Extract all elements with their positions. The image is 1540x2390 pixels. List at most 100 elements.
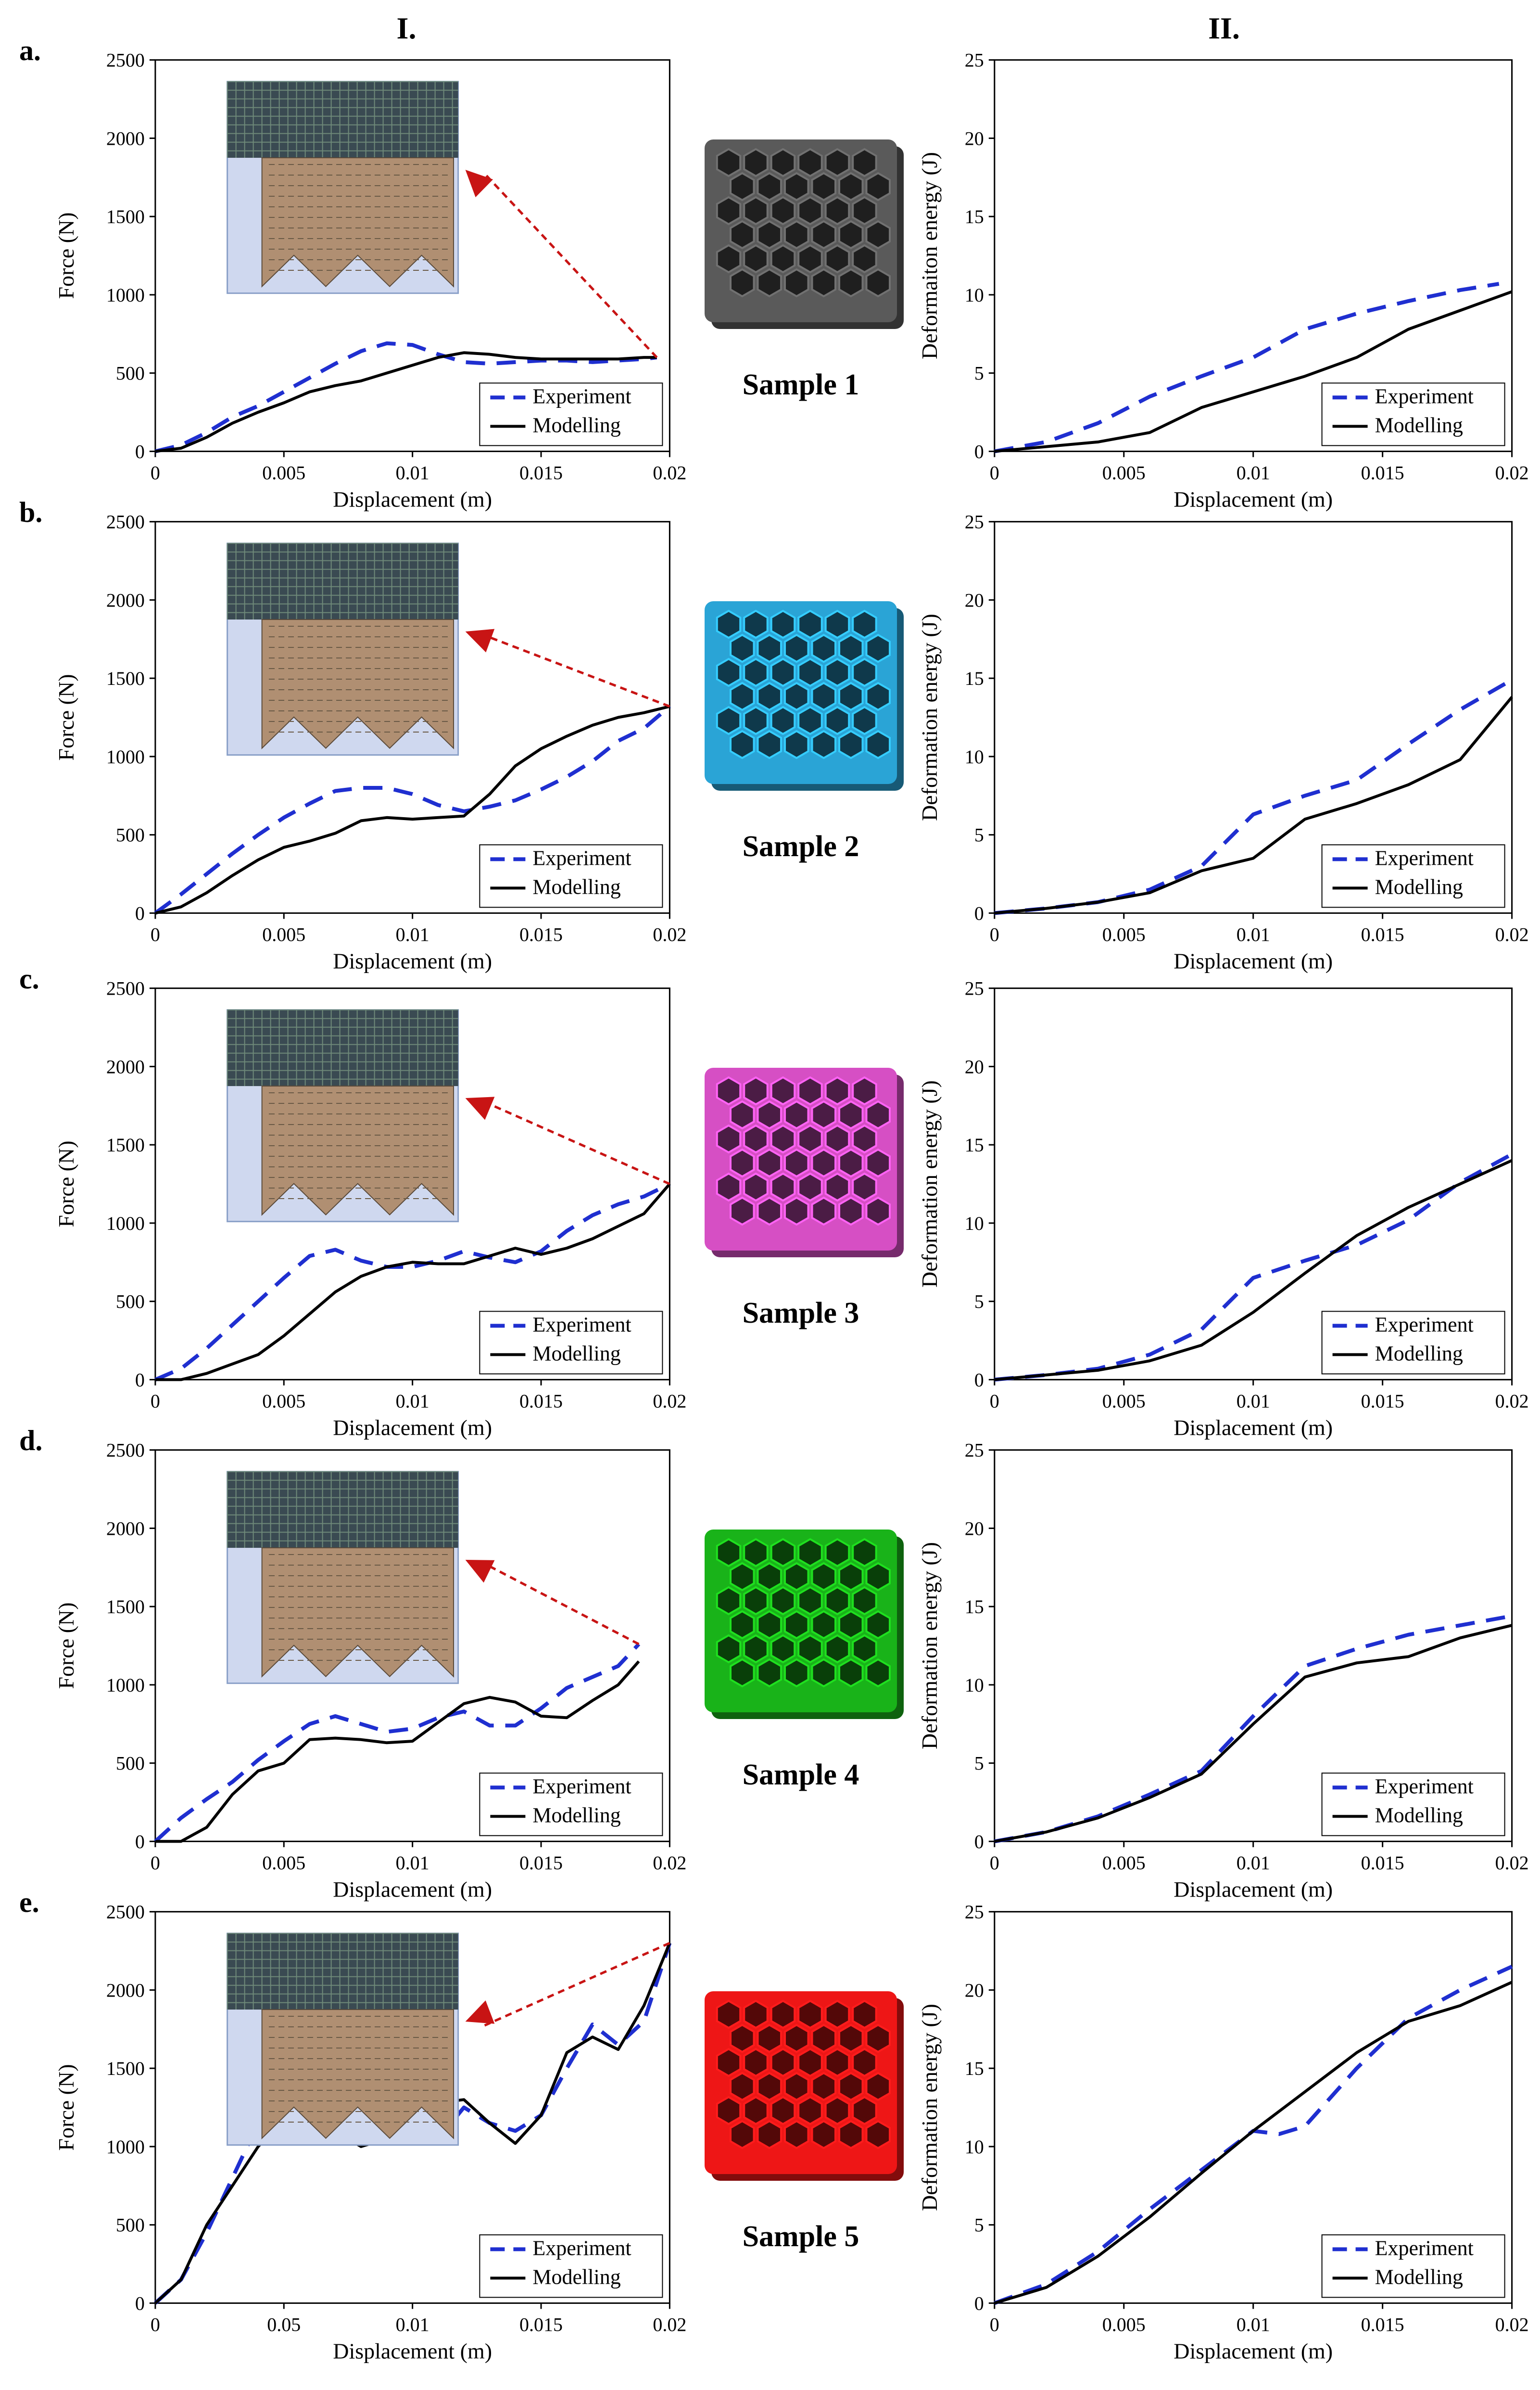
row-b-label: b. [19, 496, 42, 528]
row-b-mesh-crushed-cells [261, 619, 454, 749]
row-e-force-chart-xtick-label: 0.02 [653, 2314, 686, 2335]
row-d-energy-chart-xtick-label: 0.005 [1102, 1852, 1146, 1873]
row-d-energy-chart-xtick-label: 0.015 [1361, 1852, 1404, 1873]
row-a-energy-chart-ytick-label: 10 [965, 284, 984, 306]
row-d-energy-chart-ytick-label: 5 [974, 1753, 984, 1774]
row-a-force-chart-legend-label: Modelling [532, 413, 620, 437]
row-b-energy-chart-legend-label: Modelling [1375, 875, 1463, 898]
row-d-force-chart-legend-box [479, 1772, 663, 1836]
row-d-arrow-line [484, 1562, 640, 1645]
row-e-energy-chart-plot-frame [994, 1911, 1513, 2304]
row-b-force-chart-series-experiment [154, 705, 671, 915]
row-c-energy-chart-ytick-label: 15 [965, 1134, 984, 1156]
row-a-force-chart-ylabel: Force (N) [54, 212, 78, 299]
row-b-force-chart-ytick-label: 2000 [106, 589, 145, 611]
row-e-energy-chart-legend-label: Experiment [1375, 2236, 1474, 2260]
row-b-force-chart-xtick-label: 0 [151, 923, 160, 945]
row-a-sample-cells [716, 148, 891, 298]
row-d-energy-chart-xtick-label: 0 [990, 1852, 999, 1873]
row-a-energy-chart-ylabel: Deformaiton energy (J) [917, 152, 942, 359]
row-d-energy-chart-ytick-label: 0 [974, 1831, 984, 1852]
row-d-force-chart-ytick-label: 1500 [106, 1596, 145, 1618]
row-b-energy-chart-ytick-label: 0 [974, 902, 984, 924]
row-e-energy-chart-ylabel: Deformation energy (J) [917, 2004, 942, 2211]
row-b-force-chart-series-modelling [155, 705, 670, 915]
row-a-force-chart-xtick-label: 0 [151, 462, 160, 483]
row-e-force-chart-xtick-label: 0.05 [267, 2314, 301, 2335]
row-a-energy-chart-series-modelling [994, 290, 1513, 453]
row-e-force-chart-legend-label: Modelling [532, 2265, 620, 2289]
row-e-mesh-plate [227, 1933, 458, 2010]
row-a-mesh-plate [227, 81, 458, 158]
row-d-force-chart-xtick-label: 0.005 [262, 1852, 305, 1873]
row-e-energy-chart-ytick-label: 20 [965, 1979, 984, 2001]
row-b-energy-chart-ytick-label: 20 [965, 589, 984, 611]
row-e-energy-chart-ytick-label: 25 [965, 1901, 984, 1923]
row-a-force-chart-xtick-label: 0.015 [519, 462, 563, 483]
row-c-mesh-grid [227, 1009, 458, 1087]
row-e-energy-chart-legend-label: Modelling [1375, 2265, 1463, 2289]
row-b-force-chart-ytick-label: 2500 [106, 511, 145, 533]
row-d-force-chart-ytick-label: 500 [116, 1753, 145, 1774]
row-c-force-chart-legend-label: Modelling [532, 1341, 620, 1365]
row-a-force-chart-xlabel: Displacement (m) [333, 487, 492, 511]
row-b-energy-chart-series-experiment [994, 678, 1513, 915]
row-d-force-chart-legend-label: Modelling [532, 1803, 620, 1827]
row-c-force-chart-xtick-label: 0.005 [262, 1390, 305, 1412]
row-a-energy-chart-xtick-label: 0.005 [1102, 462, 1146, 483]
row-a-force-chart-xtick-label: 0.02 [653, 462, 686, 483]
row-d-sample-cells [716, 1538, 891, 1688]
row-d-force-chart-xtick-label: 0.01 [396, 1852, 429, 1873]
row-a-energy-chart-xtick-label: 0 [990, 462, 999, 483]
row-b-force-chart-ytick-label: 500 [116, 824, 145, 846]
row-d-force-chart-ytick-label: 2500 [106, 1440, 145, 1461]
row-c-force-chart-ytick-label: 2000 [106, 1056, 145, 1077]
row-b-energy-chart-legend-label: Experiment [1375, 846, 1474, 870]
row-b-energy-chart-ytick-label: 15 [965, 668, 984, 689]
row-a-force-chart-ytick-label: 500 [116, 363, 145, 384]
row-b: b.0 0.005 0.01 0.015 0.020500100015002000250… [19, 496, 1529, 973]
row-e-arrow-head [465, 2000, 495, 2024]
row-a-energy-chart-legend-box [1321, 382, 1505, 446]
row-c-force-chart-ytick-label: 0 [135, 1369, 145, 1391]
row-e-force-chart-xtick-label: 0 [151, 2314, 160, 2335]
row-e-energy-chart-ytick-label: 10 [965, 2136, 984, 2158]
row-a-energy-chart-ytick-label: 15 [965, 206, 984, 228]
row-c-sample-label: Sample 3 [743, 1297, 859, 1329]
row-e-energy-chart-ytick-label: 5 [974, 2214, 984, 2236]
row-e-force-chart-ytick-label: 2000 [106, 1979, 145, 2001]
row-a-arrow-head [465, 170, 493, 198]
row-c-force-chart-legend-label: Experiment [532, 1313, 631, 1336]
row-a-force-chart-ytick-label: 1500 [106, 206, 145, 228]
row-c-energy-chart-ytick-label: 20 [965, 1056, 984, 1077]
row-b-force-chart-ytick-label: 0 [135, 902, 145, 924]
row-a-energy-chart-xtick-label: 0.02 [1495, 462, 1529, 483]
row-e-mesh-grid [227, 1933, 458, 2010]
row-b-energy-chart-xtick-label: 0 [990, 923, 999, 945]
row-a-force-chart-legend-label: Experiment [532, 384, 631, 408]
row-c-force-chart-legend-box [479, 1311, 663, 1375]
row-b-energy-chart-xtick-label: 0.005 [1102, 923, 1146, 945]
row-b-energy-chart-ytick-label: 25 [965, 511, 984, 533]
row-a-sample-label: Sample 1 [743, 368, 859, 401]
row-d-force-chart-ytick-label: 2000 [106, 1517, 145, 1539]
row-d-force-chart-xtick-label: 0 [151, 1852, 160, 1873]
row-a-force-chart-legend-box [479, 382, 663, 446]
row-c-force-chart-xlabel: Displacement (m) [333, 1415, 492, 1440]
row-c-energy-chart-ytick-label: 5 [974, 1291, 984, 1313]
row-e-force-chart-ytick-label: 0 [135, 2292, 145, 2314]
row-d-force-chart-legend-label: Experiment [532, 1774, 631, 1798]
row-c-energy-chart-xtick-label: 0.015 [1361, 1390, 1404, 1412]
row-c-force-chart-ytick-label: 500 [116, 1291, 145, 1313]
row-c-mesh-crushed-cells [261, 1086, 454, 1216]
row-a-energy-chart-legend-label: Experiment [1375, 384, 1474, 408]
row-c-mesh-cell-lines [269, 1092, 449, 1200]
row-a-energy-chart-legend-label: Modelling [1375, 413, 1463, 437]
row-c-force-chart-xtick-label: 0.02 [653, 1390, 686, 1412]
row-b-force-chart-legend-label: Experiment [532, 846, 631, 870]
row-c-energy-chart-ytick-label: 0 [974, 1369, 984, 1391]
row-e: e.0 0.05 0.01 0.015 0.0205001000150020002500… [19, 1886, 1529, 2363]
row-a-energy-chart-ytick-label: 25 [965, 50, 984, 71]
row-d-label: d. [19, 1425, 42, 1456]
